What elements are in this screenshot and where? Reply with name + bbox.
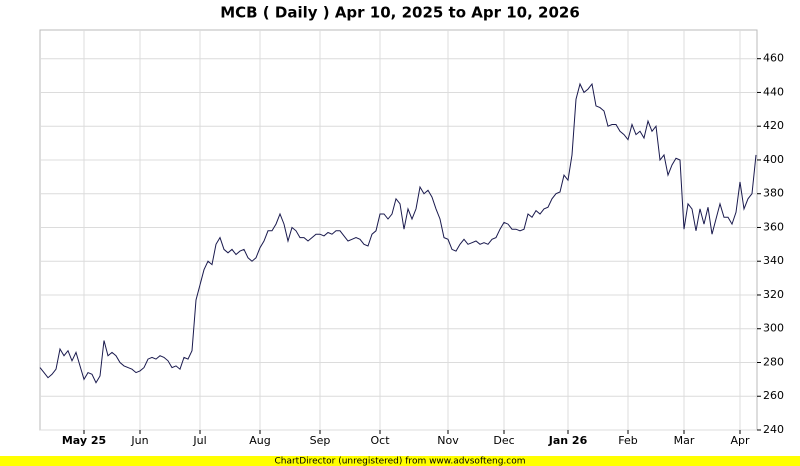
y-tick-label: 260 (763, 389, 784, 402)
y-tick-label: 420 (763, 119, 784, 132)
x-tick-label: Dec (493, 434, 514, 447)
footer-text: ChartDirector (unregistered) from www.ad… (274, 457, 525, 466)
y-tick-label: 460 (763, 52, 784, 65)
y-tick-label: 240 (763, 423, 784, 436)
y-tick-label: 440 (763, 85, 784, 98)
y-tick-label: 320 (763, 288, 784, 301)
x-tick-label: Jan 26 (548, 434, 588, 447)
footer-bar (0, 456, 800, 466)
x-tick-label: Feb (618, 434, 637, 447)
y-tick-label: 300 (763, 322, 784, 335)
x-tick-label: Sep (310, 434, 331, 447)
x-tick-label: Jul (192, 434, 206, 447)
y-tick-label: 280 (763, 355, 784, 368)
y-tick-label: 340 (763, 254, 784, 267)
x-tick-label: Nov (437, 434, 459, 447)
price-line (39, 82, 757, 384)
x-tick-label: Apr (730, 434, 750, 447)
x-tick-label: Jun (130, 434, 148, 447)
x-tick-label: Mar (674, 434, 695, 447)
plot-area (39, 29, 758, 431)
y-tick-label: 400 (763, 153, 784, 166)
x-tick-label: May 25 (62, 434, 106, 447)
x-tick-label: Oct (370, 434, 390, 447)
y-tick-label: 380 (763, 187, 784, 200)
x-tick-label: Aug (249, 434, 270, 447)
y-tick-label: 360 (763, 220, 784, 233)
chart-title: MCB ( Daily ) Apr 10, 2025 to Apr 10, 20… (220, 4, 580, 22)
